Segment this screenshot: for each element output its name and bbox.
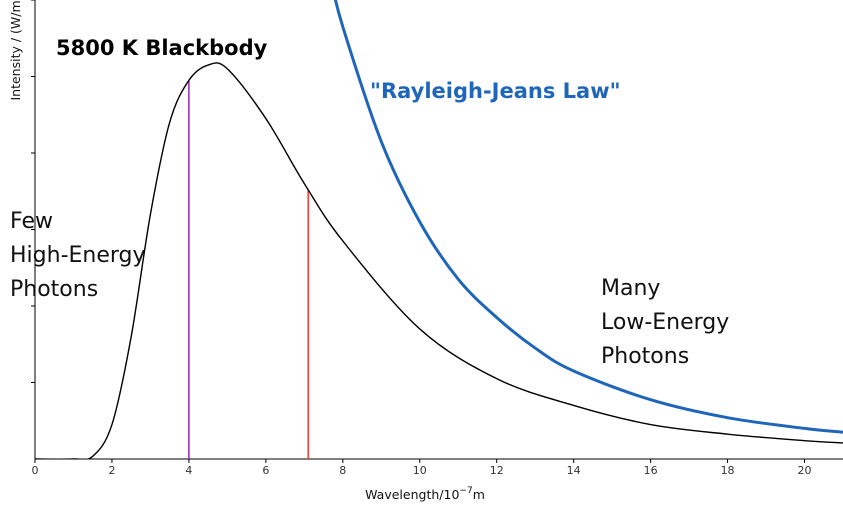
x-axis-title-unit: m: [473, 487, 485, 502]
rayleigh-jeans-curve: [333, 0, 843, 434]
blackbody-curve: [35, 62, 843, 459]
x-tick-label-10: 20: [798, 464, 812, 477]
x-tick-label-3: 6: [262, 464, 269, 477]
x-tick-label-7: 14: [567, 464, 581, 477]
x-tick-label-8: 16: [644, 464, 658, 477]
x-tick-label-9: 18: [721, 464, 735, 477]
wavelength-markers: [188, 80, 309, 459]
left-annotation-line-1: Few: [10, 209, 53, 234]
x-tick-label-4: 8: [339, 464, 346, 477]
x-tick-label-2: 4: [185, 464, 192, 477]
right-annotation-line-3: Photons: [601, 344, 689, 369]
y-axis-title: Intensity / (W/m): [8, 0, 23, 101]
right-annotation: Many Low-Energy Photons: [601, 276, 729, 369]
left-annotation: Few High-Energy Photons: [10, 209, 146, 302]
x-tick-label-0: 0: [32, 464, 39, 477]
x-axis-title-text: Wavelength/10: [365, 487, 459, 502]
x-tick-label-1: 2: [108, 464, 115, 477]
y-ticks: [31, 0, 35, 383]
x-tick-label-6: 12: [490, 464, 504, 477]
x-tick-label-5: 10: [413, 464, 427, 477]
x-axis-title-exponent: −7: [459, 486, 472, 496]
plot-area: 0 2 4 6 8 10 12 14 16 18 20: [31, 0, 843, 477]
series-group: [35, 0, 843, 459]
rayleigh-jeans-label: "Rayleigh-Jeans Law": [370, 79, 621, 103]
chart-title: 5800 K Blackbody: [56, 36, 268, 60]
left-annotation-line-3: Photons: [10, 277, 98, 302]
left-annotation-line-2: High-Energy: [10, 243, 146, 268]
x-axis-title: Wavelength/10−7m: [365, 486, 485, 502]
right-annotation-line-1: Many: [601, 276, 660, 301]
x-ticks: 0 2 4 6 8 10 12 14 16 18 20: [32, 459, 812, 477]
right-annotation-line-2: Low-Energy: [601, 310, 729, 335]
